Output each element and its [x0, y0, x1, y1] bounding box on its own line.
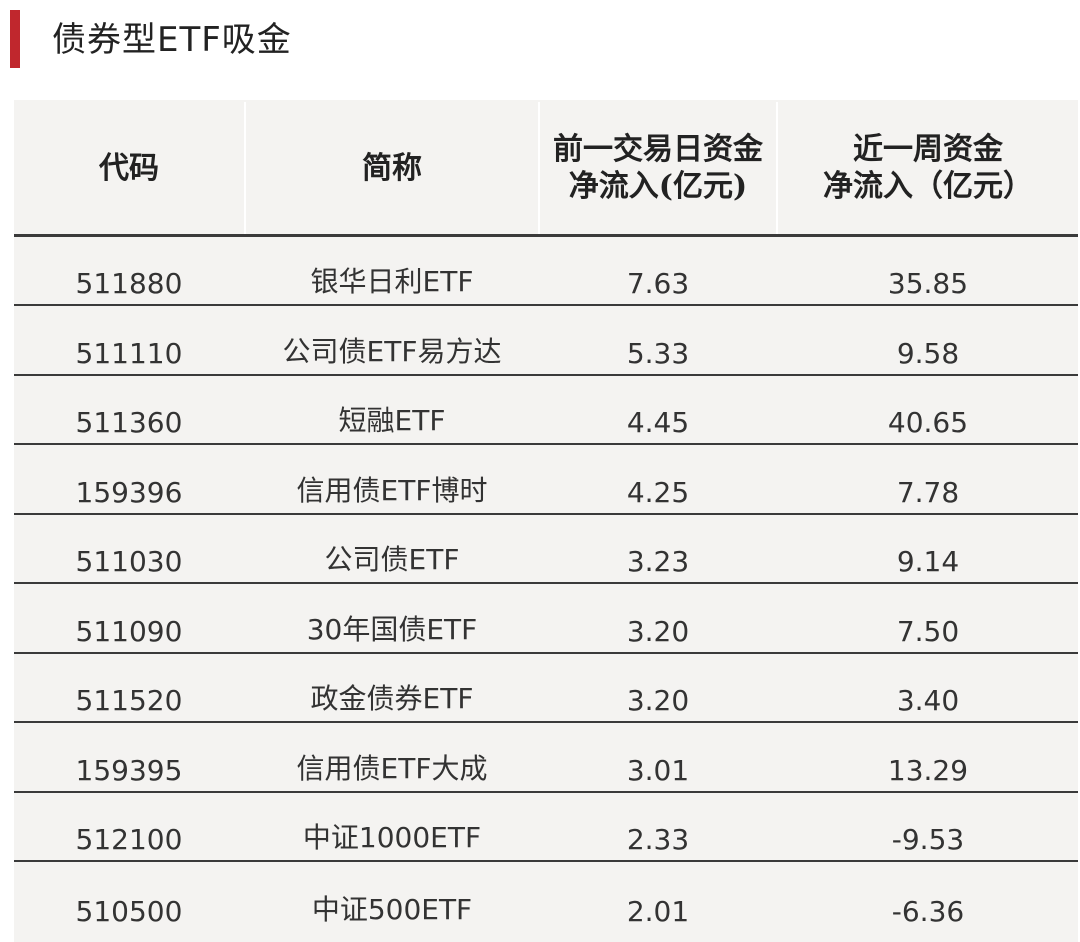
- cell-name: 政金债券ETF: [310, 682, 474, 715]
- cell-prev-day-inflow: 2.33: [626, 823, 690, 856]
- cell-prev-day-inflow: 4.25: [626, 476, 690, 509]
- cell-name: 信用债ETF博时: [296, 474, 488, 507]
- cell-week-inflow: 3.40: [896, 684, 960, 717]
- cell-name: 中证500ETF: [311, 893, 473, 926]
- table-row: 159396 信用债ETF博时 4.25 7.78: [14, 446, 1078, 515]
- cell-code: 511090: [75, 615, 183, 648]
- cell-code: 159396: [75, 476, 183, 509]
- column-divider: [538, 102, 540, 236]
- cell-week-inflow: 7.50: [896, 615, 960, 648]
- cell-prev-day-inflow: 3.01: [626, 754, 690, 787]
- title-accent-bar: [10, 10, 20, 68]
- table-row: 511880 银华日利ETF 7.63 35.85: [14, 237, 1078, 306]
- table-row: 511360 短融ETF 4.45 40.65: [14, 376, 1078, 445]
- cell-code: 159395: [75, 754, 183, 787]
- cell-name: 信用债ETF大成: [296, 752, 488, 785]
- cell-code: 511520: [75, 684, 183, 717]
- cell-name: 中证1000ETF: [302, 821, 482, 854]
- cell-week-inflow: 9.14: [896, 545, 960, 578]
- page-title: 债券型ETF吸金: [52, 20, 292, 60]
- table-row: 159395 信用债ETF大成 3.01 13.29: [14, 724, 1078, 793]
- cell-prev-day-inflow: 3.20: [626, 615, 690, 648]
- table-row: 511090 30年国债ETF 3.20 7.50: [14, 585, 1078, 654]
- table-header: 代码 简称 前一交易日资金 净流入(亿元) 近一周资金 净流入（亿元）: [14, 100, 1078, 236]
- cell-name: 公司债ETF: [324, 543, 460, 576]
- cell-prev-day-inflow: 7.63: [626, 267, 690, 300]
- table-row: 512100 中证1000ETF 2.33 -9.53: [14, 793, 1078, 862]
- cell-week-inflow: 35.85: [887, 267, 969, 300]
- cell-name: 公司债ETF易方达: [282, 335, 502, 368]
- cell-week-inflow: 13.29: [887, 754, 969, 787]
- header-week-inflow: 近一周资金 净流入（亿元）: [823, 132, 1033, 204]
- table-row: 511110 公司债ETF易方达 5.33 9.58: [14, 307, 1078, 376]
- cell-name: 银华日利ETF: [310, 265, 474, 298]
- cell-name: 30年国债ETF: [306, 613, 478, 646]
- cell-name: 短融ETF: [338, 404, 446, 437]
- header-rule: [14, 234, 1078, 237]
- cell-code: 511030: [75, 545, 183, 578]
- table-row: 511520 政金债券ETF 3.20 3.40: [14, 654, 1078, 723]
- header-code: 代码: [99, 150, 159, 186]
- cell-week-inflow: 9.58: [896, 337, 960, 370]
- cell-prev-day-inflow: 3.23: [626, 545, 690, 578]
- header-prev-day-inflow: 前一交易日资金 净流入(亿元): [553, 132, 763, 204]
- table-row: 510500 中证500ETF 2.01 -6.36: [14, 863, 1078, 932]
- cell-prev-day-inflow: 3.20: [626, 684, 690, 717]
- cell-code: 511360: [75, 406, 183, 439]
- cell-week-inflow: 40.65: [887, 406, 969, 439]
- cell-week-inflow: 7.78: [896, 476, 960, 509]
- cell-code: 512100: [75, 823, 183, 856]
- table-row: 511030 公司债ETF 3.23 9.14: [14, 515, 1078, 584]
- cell-week-inflow: -6.36: [891, 895, 965, 928]
- header-name: 简称: [362, 150, 422, 186]
- cell-prev-day-inflow: 5.33: [626, 337, 690, 370]
- cell-code: 510500: [75, 895, 183, 928]
- cell-code: 511110: [75, 337, 183, 370]
- cell-prev-day-inflow: 4.45: [626, 406, 690, 439]
- cell-code: 511880: [75, 267, 183, 300]
- column-divider: [776, 102, 778, 236]
- column-divider: [244, 102, 246, 236]
- etf-flow-table: 代码 简称 前一交易日资金 净流入(亿元) 近一周资金 净流入（亿元） 5118…: [14, 100, 1078, 942]
- cell-prev-day-inflow: 2.01: [626, 895, 690, 928]
- cell-week-inflow: -9.53: [891, 823, 965, 856]
